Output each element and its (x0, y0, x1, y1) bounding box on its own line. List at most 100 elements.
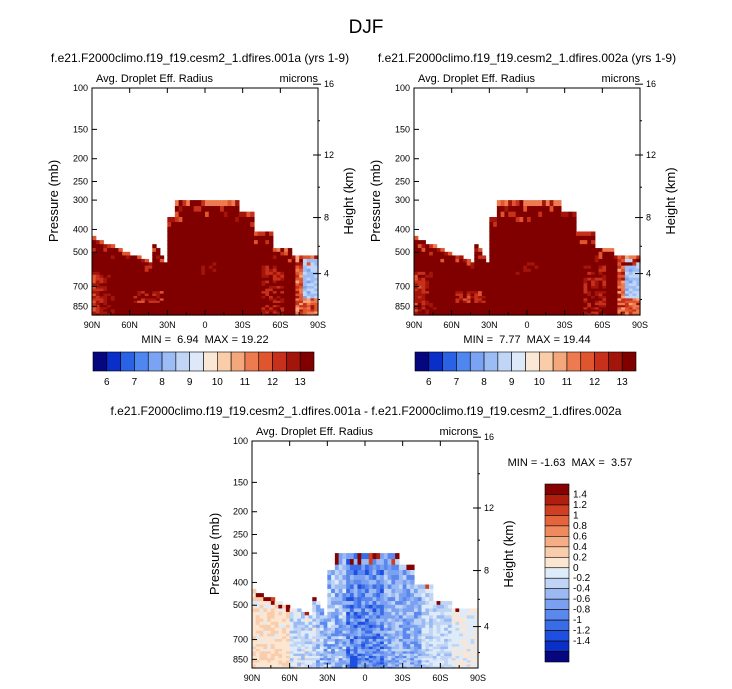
heatmap-cell (103, 309, 108, 313)
heatmap-cell (316, 608, 321, 613)
heatmap-cell (205, 274, 210, 279)
heatmap-cell (263, 604, 268, 610)
heatmap-cell (250, 283, 255, 287)
heatmap-cell (110, 268, 116, 273)
heatmap-cell (280, 285, 285, 290)
heatmap-cell (193, 222, 199, 228)
heatmap-cell (553, 291, 558, 295)
heatmap-cell (606, 298, 611, 302)
heatmap-cell (253, 277, 259, 282)
heatmap-cell (474, 300, 479, 304)
heatmap-cell (511, 268, 517, 273)
heatmap-cell (284, 291, 289, 295)
heatmap-cell (368, 575, 374, 581)
heatmap-cell (519, 235, 524, 241)
heatmap-cell (462, 649, 468, 652)
heatmap-cell (609, 258, 615, 263)
heatmap-cell (357, 624, 362, 629)
heatmap-cell (417, 621, 423, 626)
heatmap-cell (212, 296, 217, 299)
heatmap-cell (265, 274, 270, 279)
heatmap-cell (205, 248, 210, 253)
heatmap-cell (212, 248, 217, 253)
heatmap-cell (508, 293, 513, 297)
heatmap-cell (636, 311, 641, 315)
heatmap-cell (500, 288, 505, 292)
heatmap-cell (387, 618, 392, 623)
colorbar-label: 13 (617, 377, 629, 388)
heatmap-cell (549, 285, 554, 290)
heatmap-cell (493, 311, 498, 315)
heatmap-cell (297, 651, 302, 655)
heatmap-cell (417, 624, 423, 629)
heatmap-cell (383, 553, 389, 560)
heatmap-cell (432, 604, 438, 610)
heatmap-cell (118, 291, 123, 295)
heatmap-cell (504, 240, 509, 245)
heatmap-cell (417, 265, 423, 270)
heatmap-cell (511, 271, 517, 276)
heatmap-cell (129, 277, 135, 282)
heatmap-cell (628, 302, 634, 306)
heatmap-cell (478, 265, 483, 270)
heatmap-cell (280, 307, 285, 311)
heatmap-cell (189, 277, 195, 282)
heatmap-cell (500, 311, 505, 315)
heatmap-cell (402, 569, 408, 576)
heatmap-cell (167, 309, 172, 313)
heatmap-cell (613, 311, 618, 315)
heatmap-cell (167, 240, 172, 245)
heatmap-cell (557, 271, 562, 276)
heatmap-cell (413, 636, 419, 640)
heatmap-cell (255, 644, 261, 648)
heatmap-cell (163, 283, 168, 287)
heatmap-cell (391, 608, 396, 613)
heatmap-cell (429, 653, 434, 657)
heatmap-cell (432, 311, 438, 315)
heatmap-cell (250, 211, 255, 218)
heatmap-cell (163, 268, 168, 273)
heatmap-cell (189, 302, 195, 306)
heatmap-cell (602, 283, 607, 287)
heatmap-cell (496, 283, 502, 287)
heatmap-cell (481, 302, 487, 306)
heatmap-cell (246, 296, 251, 299)
heatmap-cell (334, 584, 340, 590)
heatmap-cell (451, 265, 457, 270)
heatmap-cell (114, 271, 119, 276)
heatmap-cell (95, 280, 101, 284)
heatmap-cell (231, 262, 236, 267)
heatmap-cell (349, 593, 355, 598)
heatmap-cell (628, 274, 634, 279)
heatmap-cell (167, 248, 172, 253)
heatmap-cell (118, 305, 123, 308)
heatmap-cell (545, 300, 551, 304)
heatmap-cell (280, 311, 285, 315)
heatmap-cell (178, 300, 183, 304)
heatmap-cell (621, 296, 626, 299)
heatmap-cell (107, 298, 112, 302)
heatmap-cell (163, 291, 168, 295)
heatmap-cell (346, 651, 351, 655)
heatmap-cell (527, 307, 532, 311)
heatmap-cell (432, 248, 438, 253)
heatmap-cell (201, 244, 206, 249)
heatmap-cell (481, 274, 487, 279)
heatmap-cell (140, 311, 146, 315)
heatmap-cell (451, 280, 457, 284)
heatmap-cell (538, 248, 543, 253)
heatmap-cell (432, 624, 438, 629)
heatmap-cell (250, 288, 255, 292)
heatmap-cell (440, 251, 445, 257)
heatmap-cell (118, 248, 123, 253)
heatmap-cell (331, 618, 336, 623)
heatmap-cell (110, 283, 116, 287)
heatmap-cell (231, 277, 236, 282)
heatmap-cell (489, 251, 494, 257)
heatmap-cell (542, 216, 547, 223)
heatmap-cell (133, 307, 138, 311)
heatmap-cell (406, 627, 411, 632)
heatmap-cell (429, 646, 434, 650)
heatmap-cell (523, 240, 528, 245)
heatmap-cell (238, 231, 244, 237)
